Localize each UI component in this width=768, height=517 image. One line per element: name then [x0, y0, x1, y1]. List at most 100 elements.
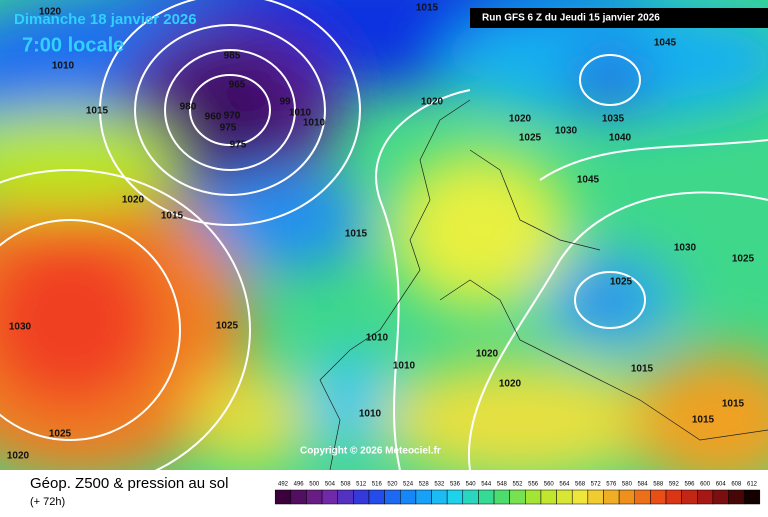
isobar-label: 1015 — [631, 364, 654, 375]
colorbar-swatch — [415, 489, 432, 505]
coastlines — [319, 99, 768, 470]
isobar-label: 1015 — [692, 415, 715, 426]
isobar-label: 1020 — [421, 97, 444, 108]
colorbar-swatch — [431, 489, 448, 505]
colorbar-label: 600 — [700, 482, 711, 488]
isobar-label: 99 — [279, 97, 291, 108]
footer-title: Géop. Z500 & pression au sol — [30, 475, 228, 492]
colorbar-label: 604 — [716, 482, 727, 488]
isobar-label: 1025 — [610, 277, 633, 288]
colorbar-label: 596 — [684, 482, 695, 488]
isobar-label: 1025 — [49, 429, 72, 440]
run-info: Run GFS 6 Z du Jeudi 15 janvier 2026 — [482, 13, 660, 24]
isobar-label: 1015 — [86, 106, 109, 117]
isobar-label: 970 — [224, 111, 241, 122]
colorbar-label: 584 — [638, 482, 649, 488]
map-field — [0, 0, 768, 470]
colorbar-label: 536 — [450, 482, 461, 488]
isobar-label: 1020 — [7, 451, 30, 462]
colorbar-label: 544 — [481, 482, 492, 488]
isobar-label: 985 — [224, 51, 241, 62]
colorbar-label: 528 — [419, 482, 430, 488]
isobar-label: 1010 — [359, 409, 382, 420]
isobar-label: 1025 — [519, 133, 542, 144]
isobar-label: 1035 — [602, 114, 625, 125]
colorbar-label: 508 — [341, 482, 352, 488]
isobar-label: 1015 — [416, 3, 439, 14]
colorbar-label: 492 — [278, 482, 289, 488]
colorbar-swatch — [681, 489, 698, 505]
isobar-label: 1030 — [555, 126, 578, 137]
isobar-label: 1040 — [609, 133, 632, 144]
footer-subtitle: (+ 72h) — [30, 496, 65, 508]
isobar-label: 960 — [205, 112, 222, 123]
colorbar-swatch — [556, 489, 573, 505]
isobar-label: 1020 — [39, 7, 62, 18]
colorbar-swatch — [353, 489, 370, 505]
colorbar-label: 548 — [497, 482, 508, 488]
colorbar-label: 576 — [606, 482, 617, 488]
colorbar-swatch — [540, 489, 557, 505]
colorbar-swatch — [712, 489, 729, 505]
colorbar-label: 560 — [544, 482, 555, 488]
colorbar-label: 608 — [731, 482, 742, 488]
colorbar-label: 516 — [372, 482, 383, 488]
colorbar-swatch — [728, 489, 745, 505]
colorbar: 492 496 500 504 508 512 516 520 524 528 532 536 540 5… — [274, 482, 761, 505]
isobar-label: 1015 — [722, 399, 745, 410]
isobar-label: 1025 — [732, 254, 755, 265]
colorbar-swatch — [384, 489, 401, 505]
colorbar-label: 568 — [575, 482, 586, 488]
isobar-label: 1045 — [577, 175, 600, 186]
colorbar-label: 564 — [559, 482, 570, 488]
colorbar-label: 552 — [512, 482, 523, 488]
colorbar-swatch — [446, 489, 464, 505]
colorbar-swatch — [509, 489, 526, 505]
colorbar-label: 496 — [294, 482, 305, 488]
colorbar-swatch — [493, 489, 510, 505]
colorbar-swatch — [274, 489, 292, 505]
colorbar-swatch — [697, 489, 714, 505]
colorbar-swatch — [321, 489, 338, 505]
colorbar-swatch — [603, 489, 620, 505]
isobar-label: 1020 — [509, 114, 532, 125]
isobars — [0, 0, 768, 470]
colorbar-swatch — [478, 489, 495, 505]
isobar-label: 1015 — [345, 229, 368, 240]
run-box — [470, 8, 768, 28]
colorbar-label: 572 — [591, 482, 602, 488]
isobar-label: 1010 — [52, 61, 75, 72]
colorbar-swatch — [587, 489, 604, 505]
isobar-label: 1020 — [476, 349, 499, 360]
isobar-label: 1045 — [654, 38, 677, 49]
colorbar-label: 580 — [622, 482, 633, 488]
colorbar-swatch — [650, 489, 667, 505]
isobar-label: 975 — [230, 140, 247, 151]
isobar-label: 1010 — [289, 108, 312, 119]
isobar-label: 1030 — [674, 243, 697, 254]
isobar-label: 980 — [180, 102, 197, 113]
colorbar-swatch — [462, 489, 479, 505]
colorbar-label: 520 — [387, 482, 398, 488]
colorbar-swatch — [634, 489, 651, 505]
colorbar-label: 592 — [669, 482, 680, 488]
colorbar-label: 556 — [528, 482, 539, 488]
colorbar-swatch — [337, 489, 354, 505]
isobar-label: 1010 — [393, 361, 416, 372]
colorbar-label: 504 — [325, 482, 336, 488]
isobar-label: 1030 — [9, 322, 32, 333]
colorbar-label: 588 — [653, 482, 664, 488]
colorbar-label: 500 — [309, 482, 320, 488]
colorbar-swatch — [618, 489, 635, 505]
isobar-label: 1025 — [216, 321, 239, 332]
isobar-label: 1020 — [122, 195, 145, 206]
colorbar-swatch — [290, 489, 307, 505]
isobar-label: 1020 — [499, 379, 522, 390]
colorbar-label: 540 — [466, 482, 477, 488]
colorbar-swatch — [665, 489, 682, 505]
isobar-label: 1010 — [303, 118, 326, 129]
colorbar-swatch — [571, 489, 589, 505]
isobar-label: 1010 — [366, 333, 389, 344]
colorbar-label: 512 — [356, 482, 367, 488]
colorbar-swatch — [525, 489, 542, 505]
